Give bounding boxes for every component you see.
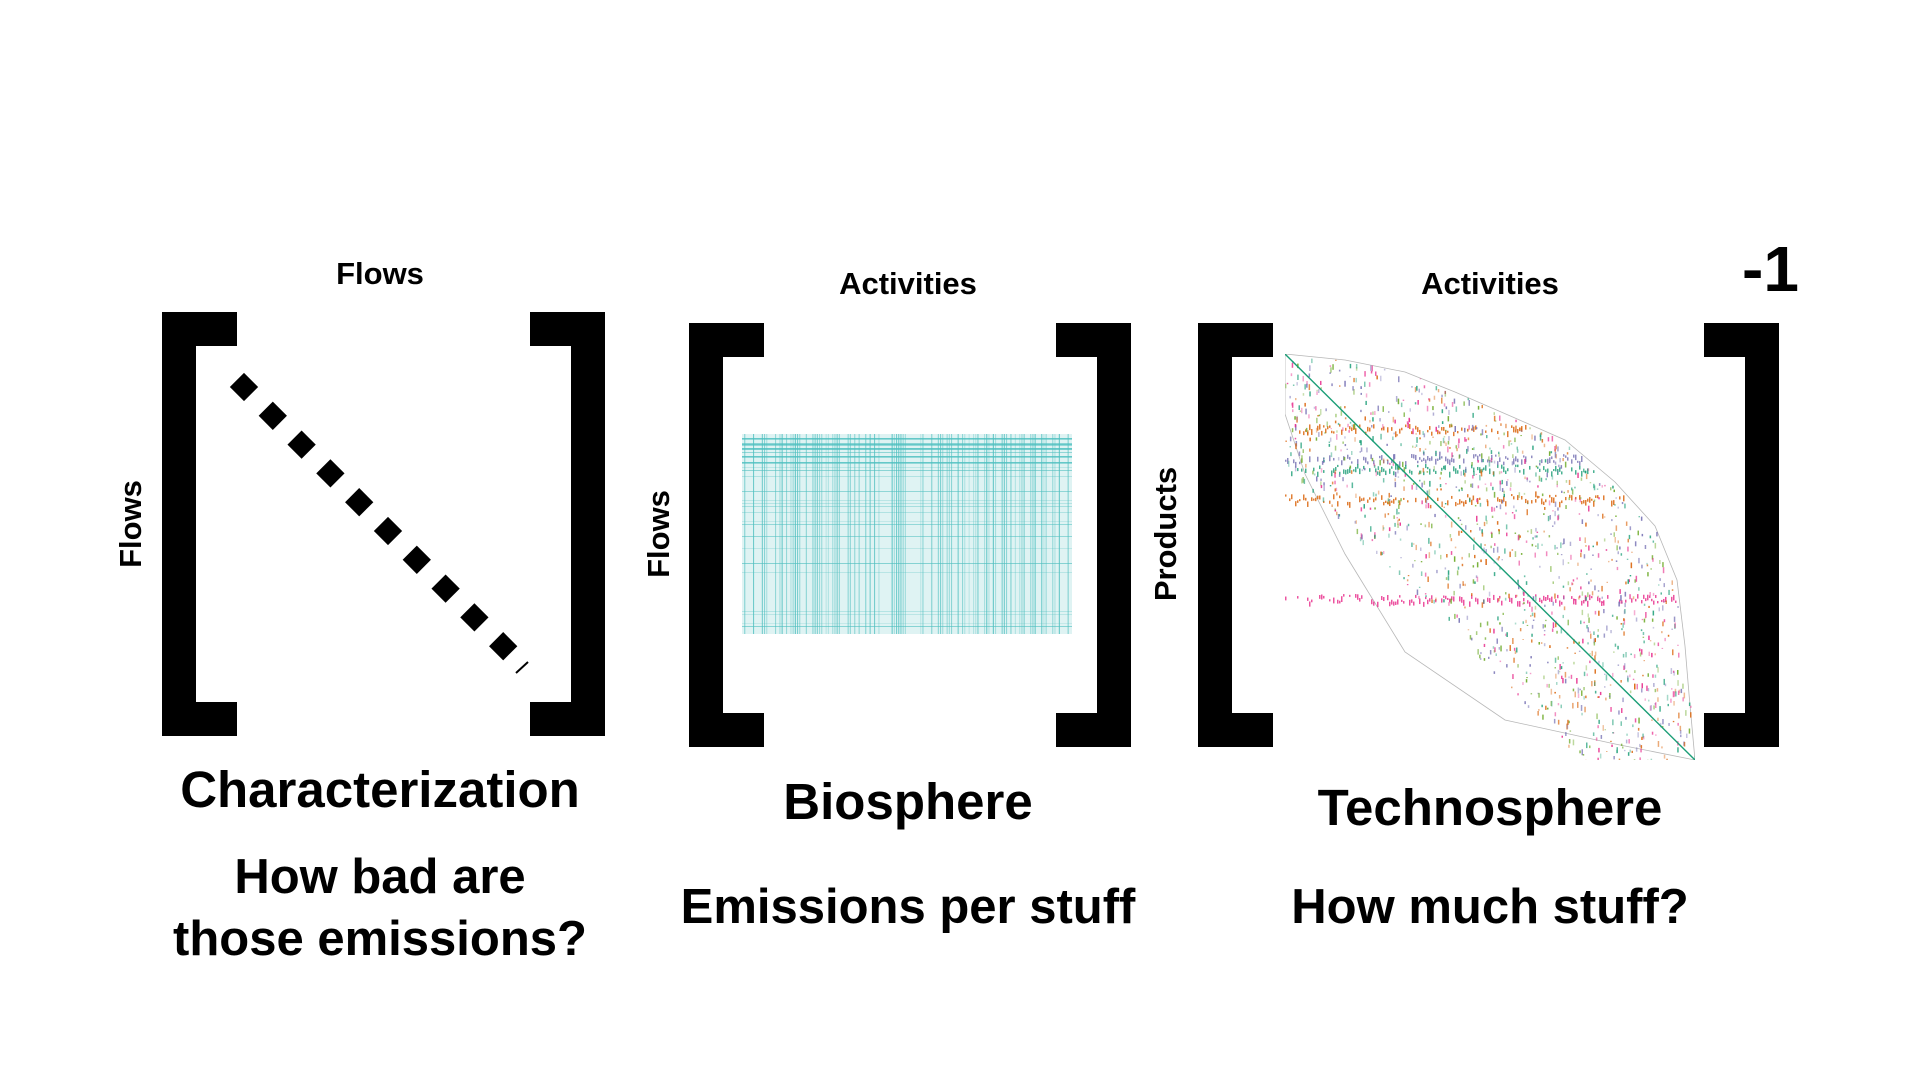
diagonal-mark <box>316 459 345 488</box>
technosphere-matrix <box>1285 354 1695 760</box>
diagonal-mark <box>431 574 460 603</box>
diagonal-mark <box>402 545 431 574</box>
characterization-col-label: Flows <box>336 256 424 291</box>
diagonal-mark <box>515 661 529 674</box>
characterization-title: Characterization <box>180 761 580 818</box>
technosphere-right-bracket <box>1704 323 1779 747</box>
characterization-matrix <box>229 372 529 674</box>
biosphere-matrix <box>742 434 1072 634</box>
characterization-right-bracket <box>530 312 605 736</box>
diagonal-mark <box>489 632 518 661</box>
characterization-question-line1: How bad are <box>234 850 526 904</box>
biosphere-title: Biosphere <box>783 773 1033 830</box>
technosphere-row-label: Products <box>1148 466 1183 602</box>
biosphere-col-label: Activities <box>839 266 977 301</box>
diagonal-mark <box>287 430 316 459</box>
biosphere-left-bracket <box>689 323 764 747</box>
technosphere-title: Technosphere <box>1317 779 1663 836</box>
diagonal-mark <box>460 603 489 632</box>
technosphere-inverse-superscript: -1 <box>1742 233 1799 305</box>
characterization-question-line2: those emissions? <box>173 912 587 966</box>
diagonal-mark <box>345 488 374 517</box>
biosphere-question: Emissions per stuff <box>680 880 1136 934</box>
characterization-left-bracket <box>162 312 237 736</box>
diagonal-mark <box>229 372 259 402</box>
technosphere-left-bracket <box>1198 323 1273 747</box>
biosphere-row-label: Flows <box>641 490 676 578</box>
technosphere-col-label: Activities <box>1421 266 1559 301</box>
technosphere-question: How much stuff? <box>1291 880 1689 934</box>
diagonal-mark <box>373 516 403 546</box>
diagonal-mark <box>258 401 287 430</box>
characterization-row-label: Flows <box>113 480 148 568</box>
biosphere-right-bracket <box>1056 323 1131 747</box>
